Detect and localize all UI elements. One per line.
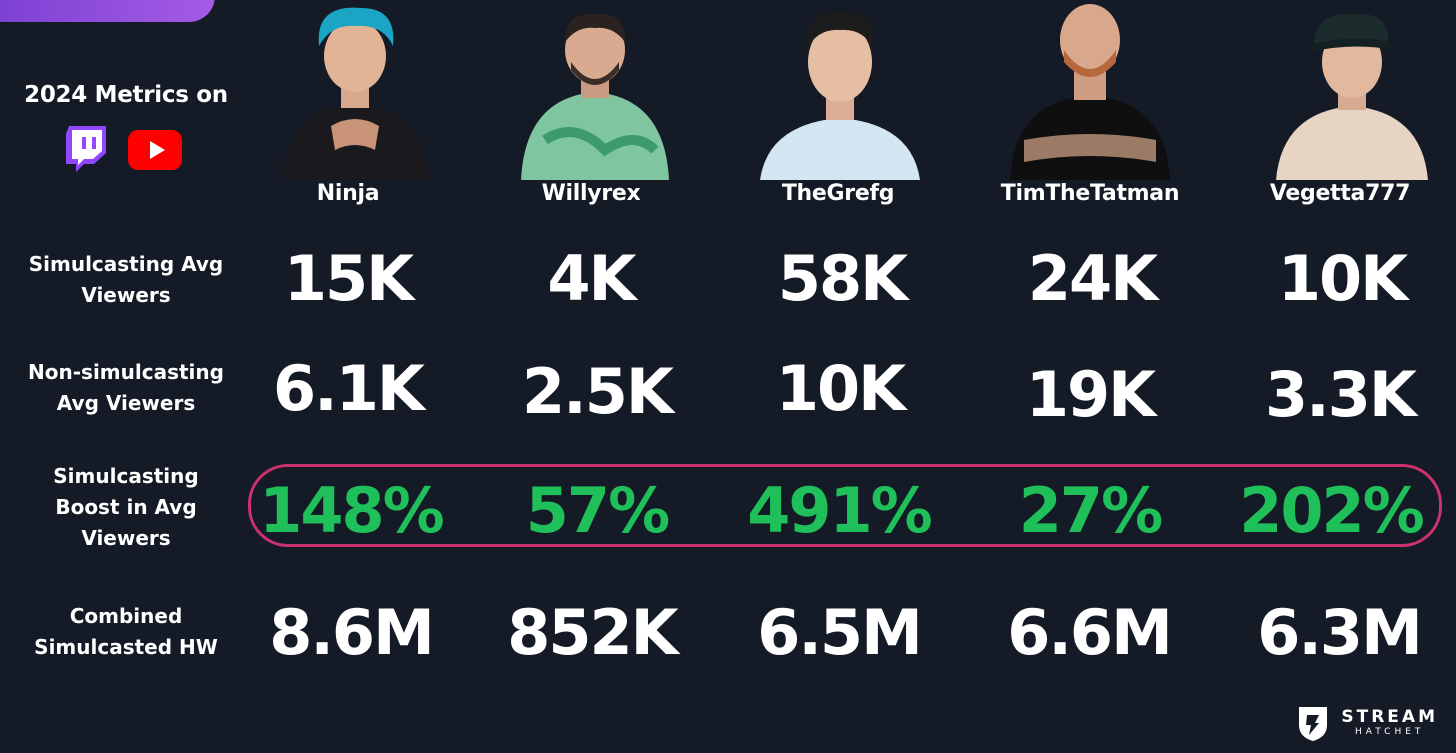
boost-highlight-box xyxy=(248,464,1442,547)
table-cell: 24K xyxy=(1027,242,1158,315)
row-label-boost: Simulcasting Boost in Avg Viewers xyxy=(0,461,252,554)
avatar-thegrefg xyxy=(760,0,920,180)
brand-main-text: STREAM xyxy=(1341,707,1438,727)
table-cell: 6.3M xyxy=(1257,596,1423,669)
avatar-ninja xyxy=(275,0,435,180)
row-label-line: Non-simulcasting xyxy=(28,360,224,384)
table-cell: 10K xyxy=(775,352,906,425)
table-cell: 852K xyxy=(507,596,678,669)
row-label-line: Simulcasting Avg xyxy=(28,252,224,276)
table-cell: 4K xyxy=(547,242,636,315)
table-cell: 58K xyxy=(777,242,908,315)
table-cell: 491% xyxy=(747,474,933,547)
streamer-name: TimTheTatman xyxy=(1000,181,1180,206)
table-cell: 10K xyxy=(1277,242,1408,315)
row-label-line: Simulcasted HW xyxy=(34,635,218,659)
row-label-combined-hw: Combined Simulcasted HW xyxy=(0,601,252,663)
table-cell: 8.6M xyxy=(269,596,435,669)
row-label-line: Viewers xyxy=(81,526,171,550)
row-label-simulcasting-avg: Simulcasting Avg Viewers xyxy=(0,249,252,311)
avatar-willyrex xyxy=(515,0,675,180)
table-cell: 19K xyxy=(1025,358,1156,431)
row-label-non-simulcasting-avg: Non-simulcasting Avg Viewers xyxy=(0,357,252,419)
streamer-name: Vegetta777 xyxy=(1269,181,1411,206)
avatar-vegetta777 xyxy=(1272,0,1432,180)
header-title: 2024 Metrics on xyxy=(24,82,228,108)
twitch-icon xyxy=(66,126,106,172)
corner-accent-tab xyxy=(0,0,215,22)
table-cell: 27% xyxy=(1018,474,1163,547)
table-cell: 6.1K xyxy=(273,352,425,425)
row-label-line: Simulcasting xyxy=(53,464,199,488)
table-cell: 57% xyxy=(525,474,670,547)
table-cell: 2.5K xyxy=(522,355,674,428)
stream-hatchet-logo: STREAM HATCHET xyxy=(1293,703,1438,743)
table-cell: 6.6M xyxy=(1007,596,1173,669)
row-label-line: Combined xyxy=(69,604,183,628)
table-cell: 15K xyxy=(283,242,414,315)
streamer-name: TheGrefg xyxy=(781,181,895,206)
row-label-line: Avg Viewers xyxy=(56,391,196,415)
row-label-line: Viewers xyxy=(81,283,171,307)
platform-icons xyxy=(66,126,182,172)
streamer-name: Willyrex xyxy=(541,181,641,206)
row-label-line: Boost in Avg xyxy=(55,495,197,519)
hatchet-logo-icon xyxy=(1299,707,1328,741)
avatar-timthetatman xyxy=(1010,0,1170,180)
brand-sub-text: HATCHET xyxy=(1354,727,1425,737)
table-cell: 6.5M xyxy=(757,596,923,669)
youtube-icon xyxy=(128,130,182,170)
streamer-name: Ninja xyxy=(316,181,380,206)
table-cell: 148% xyxy=(259,474,445,547)
table-cell: 3.3K xyxy=(1265,358,1417,431)
table-cell: 202% xyxy=(1239,474,1425,547)
